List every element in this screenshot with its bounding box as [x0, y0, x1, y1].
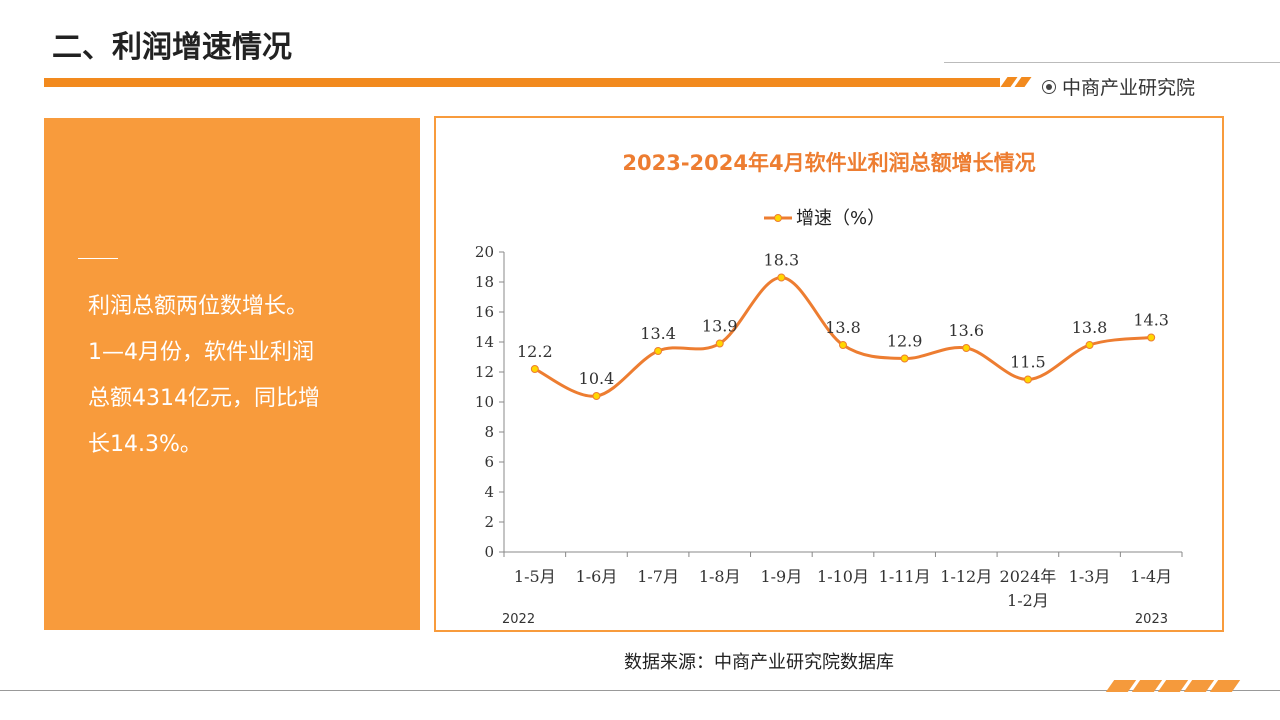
data-label: 11.5 — [1010, 353, 1046, 372]
data-point — [839, 341, 847, 349]
x-tick-label: 2024年 — [1000, 567, 1057, 586]
data-point — [1147, 333, 1156, 342]
y-tick-label: 18 — [475, 273, 494, 291]
y-tick-label: 10 — [475, 393, 494, 411]
data-point — [654, 347, 663, 355]
x-tick-label: 1-4月 — [1130, 567, 1172, 586]
data-point — [962, 344, 971, 352]
brand-name: 中商产业研究院 — [1062, 77, 1196, 99]
brand-label: 中商产业研究院 — [1042, 73, 1195, 100]
footer-line — [0, 690, 1280, 691]
x-tick-label: 1-7月 — [637, 567, 679, 586]
data-label: 13.4 — [640, 324, 676, 343]
summary-line: 总额4314亿元，同比增 — [88, 386, 320, 411]
series-line — [534, 275, 1152, 398]
target-dot-icon — [1042, 79, 1056, 94]
legend-marker — [774, 214, 782, 222]
x-tick-label: 1-3月 — [1069, 567, 1111, 586]
data-point — [777, 273, 786, 282]
x-tick-label: 1-8月 — [699, 567, 741, 586]
data-label: 13.8 — [825, 318, 861, 337]
summary-text: 利润总额两位数增长。 1—4月份，软件业利润 总额4314亿元，同比增 长14.… — [88, 284, 388, 468]
data-label: 12.2 — [517, 342, 553, 361]
legend-label: 增速（%） — [796, 208, 885, 229]
y-tick-label: 8 — [484, 423, 494, 441]
data-point — [1023, 375, 1032, 384]
summary-line: 利润总额两位数增长。 — [88, 294, 309, 319]
x-tick-label: 1-9月 — [760, 567, 802, 586]
data-label: 12.9 — [887, 332, 923, 351]
y-tick-label: 16 — [475, 303, 494, 321]
data-label: 13.9 — [702, 317, 738, 336]
summary-line: 长14.3%。 — [88, 432, 202, 457]
data-point — [900, 354, 909, 363]
panel-rule — [78, 258, 118, 259]
y-tick-label: 20 — [475, 243, 494, 261]
data-label: 13.8 — [1072, 318, 1108, 337]
page-title: 二、利润增速情况 — [52, 30, 292, 65]
y-tick-label: 4 — [484, 483, 494, 501]
data-label: 13.6 — [948, 321, 984, 340]
year-label-start: 2022 — [502, 612, 535, 627]
data-point — [1085, 341, 1094, 349]
y-tick-label: 2 — [484, 513, 494, 531]
data-point — [530, 365, 539, 373]
y-tick-label: 14 — [475, 333, 494, 351]
data-label: 14.3 — [1133, 311, 1169, 330]
x-tick-label: 1-10月 — [817, 567, 869, 586]
x-tick-label: 1-6月 — [576, 567, 618, 586]
data-source: 数据来源：中商产业研究院数据库 — [624, 652, 894, 673]
year-label-end: 2023 — [1135, 612, 1168, 627]
data-label: 18.3 — [764, 251, 800, 270]
decorative-line — [944, 62, 1280, 63]
x-tick-label: 1-2月 — [1007, 591, 1049, 610]
chart-title: 2023-2024年4月软件业利润总额增长情况 — [622, 151, 1035, 175]
y-tick-label: 0 — [484, 543, 494, 561]
x-tick-label: 1-5月 — [514, 567, 556, 586]
x-tick-label: 1-12月 — [940, 567, 992, 586]
y-tick-label: 6 — [484, 453, 494, 471]
chart-container: 2023-2024年4月软件业利润总额增长情况增速（%） 0 2 4 6 8 10 12 14 1… — [434, 116, 1224, 632]
data-point — [592, 392, 601, 400]
data-point — [715, 339, 724, 348]
x-tick-label: 1-11月 — [879, 567, 931, 586]
summary-line: 1—4月份，软件业利润 — [88, 340, 314, 365]
title-underline-bar — [44, 78, 1000, 87]
summary-panel: 利润总额两位数增长。 1—4月份，软件业利润 总额4314亿元，同比增 长14.… — [44, 118, 420, 630]
y-tick-label: 12 — [475, 363, 494, 381]
data-label: 10.4 — [579, 369, 615, 388]
